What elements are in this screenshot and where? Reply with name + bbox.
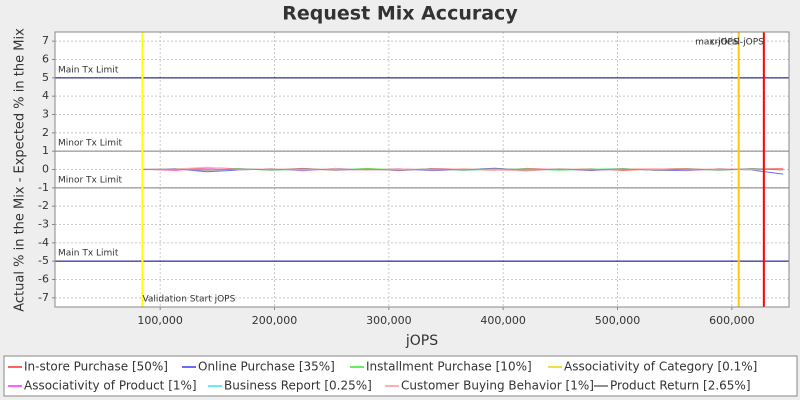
y-tick-label: 3 (42, 108, 49, 121)
reference-label: Main Tx Limit (58, 249, 119, 259)
x-tick-label: 100,000 (137, 314, 183, 327)
y-tick-label: -2 (38, 199, 49, 212)
legend-label: Associativity of Product [1%] (24, 379, 197, 393)
y-tick-label: -1 (38, 181, 49, 194)
x-tick-label: 400,000 (480, 314, 526, 327)
series-line (143, 168, 784, 171)
reference-label: Minor Tx Limit (58, 175, 123, 185)
legend (3, 355, 798, 397)
y-tick-label: -6 (38, 273, 49, 286)
marker-label: Validation Start jOPS (142, 295, 235, 305)
y-tick-label: 1 (42, 144, 49, 157)
x-tick-label: 200,000 (252, 314, 298, 327)
y-tick-label: -5 (38, 254, 49, 267)
x-tick-label: 300,000 (366, 314, 412, 327)
x-axis-label: jOPS (405, 333, 438, 349)
y-tick-label: 0 (42, 163, 49, 176)
legend-label: Product Return [2.65%] (610, 379, 751, 393)
plot-border (54, 31, 790, 308)
marker-label: max-jOPS (695, 38, 739, 48)
y-tick-label: 5 (42, 71, 49, 84)
y-tick-label: 7 (42, 34, 49, 47)
y-tick-label: -7 (38, 291, 49, 304)
legend-label: Customer Buying Behavior [1%] (401, 379, 594, 393)
reference-label: Main Tx Limit (58, 65, 119, 75)
marker-label: critical-jOPS (710, 38, 764, 48)
y-tick-label: -4 (38, 236, 49, 249)
x-tick-label: 500,000 (595, 314, 641, 327)
y-tick-label: 6 (42, 53, 49, 66)
y-tick-label: 4 (42, 89, 49, 102)
legend-label: Online Purchase [35%] (198, 360, 335, 374)
reference-label: Minor Tx Limit (58, 139, 123, 149)
y-axis-label: Actual % in the Mix - Expected % in the … (13, 28, 28, 312)
y-tick-label: 2 (42, 126, 49, 139)
legend-label: In-store Purchase [50%] (24, 360, 168, 374)
legend-label: Business Report [0.25%] (224, 379, 372, 393)
legend-label: Installment Purchase [10%] (366, 360, 532, 374)
chart-title: Request Mix Accuracy (282, 3, 518, 25)
x-tick-label: 600,000 (709, 314, 755, 327)
y-tick-label: -3 (38, 218, 49, 231)
legend-label: Associativity of Category [0.1%] (564, 360, 757, 374)
